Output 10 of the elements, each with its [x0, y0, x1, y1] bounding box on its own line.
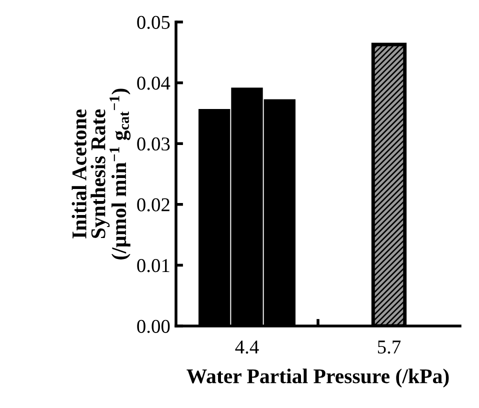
y-tick-label: 0.04: [137, 76, 170, 90]
y-axis-title: Initial Acetone Synthesis Rate (/µmol min$^{−1}$ g$_{cat}$$^{−1}$): [72, 88, 131, 260]
x-tick-label: 5.7: [378, 340, 401, 354]
y-tick-label: 0.01: [137, 259, 170, 272]
y-tick-label: 0.00: [137, 320, 170, 334]
y-tick-label: 0.02: [137, 198, 170, 212]
y-tick-label: 0.03: [137, 137, 170, 151]
y-tick-label: 0.05: [137, 16, 170, 30]
x-tick-label: 4.4: [235, 340, 259, 354]
x-axis-title: Water Partial Pressure (/kPa): [186, 368, 449, 388]
